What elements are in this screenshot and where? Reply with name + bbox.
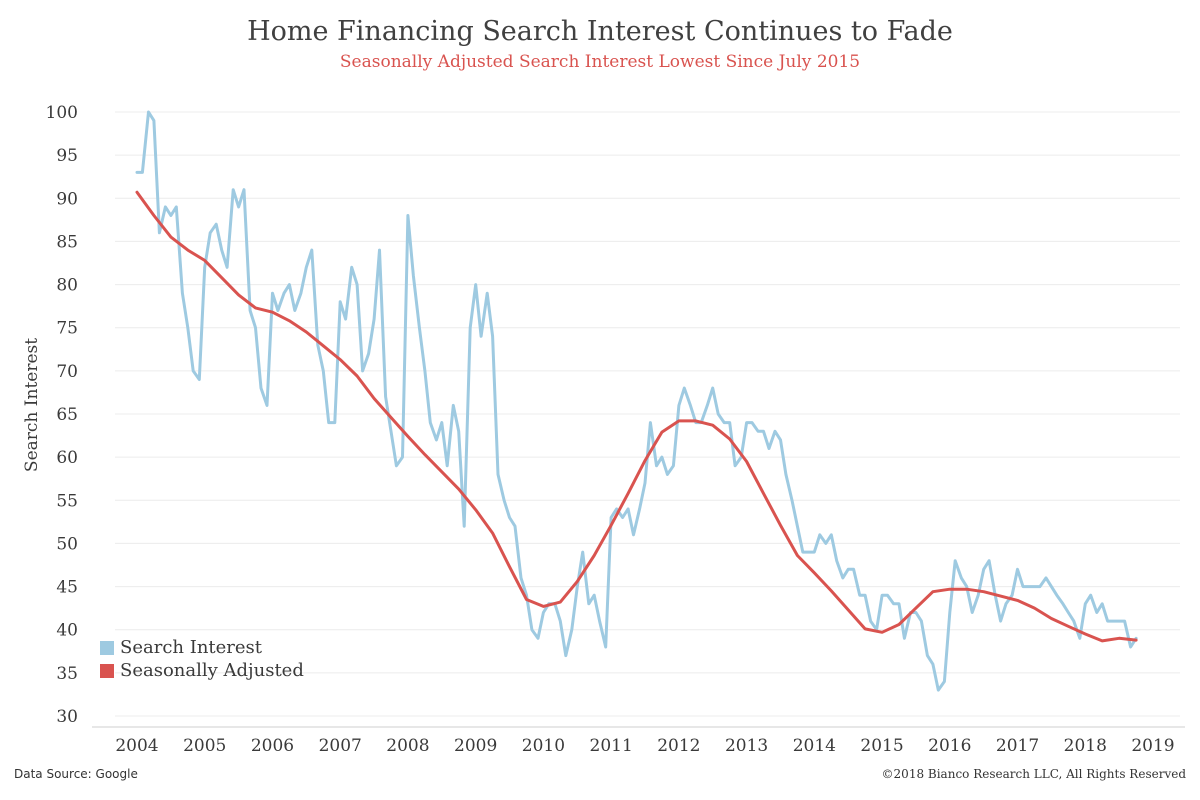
y-tick-label: 95	[56, 146, 78, 166]
y-tick-label: 100	[46, 103, 78, 123]
x-tick-label: 2010	[522, 736, 565, 756]
x-axis-ticks: 2004 2005 2006 2007 2008 2009 2010 2011 2012 2013…	[115, 736, 1174, 756]
x-tick-label: 2016	[928, 736, 971, 756]
y-tick-label: 90	[56, 189, 78, 209]
legend-swatch-seasonally-adjusted	[100, 663, 114, 678]
x-tick-label: 2018	[1064, 736, 1107, 756]
x-tick-label: 2017	[996, 736, 1039, 756]
chart-title: Home Financing Search Interest Continues…	[247, 16, 953, 47]
y-tick-label: 85	[56, 232, 78, 252]
x-tick-label: 2014	[793, 736, 836, 756]
y-tick-label: 55	[56, 491, 78, 511]
legend-swatch-search-interest	[100, 640, 114, 655]
y-tick-label: 75	[56, 319, 78, 339]
y-tick-label: 45	[56, 578, 78, 598]
x-tick-label: 2012	[657, 736, 700, 756]
legend: Search Interest Seasonally Adjusted	[100, 636, 304, 682]
series-lines	[135, 110, 1138, 692]
y-tick-label: 60	[56, 448, 78, 468]
x-tick-label: 2015	[860, 736, 903, 756]
y-tick-label: 70	[56, 362, 78, 382]
x-tick-label: 2019	[1131, 736, 1174, 756]
series-line-seasonally-adjusted	[135, 190, 1138, 643]
y-tick-label: 40	[56, 621, 78, 641]
legend-item-search-interest: Search Interest	[100, 636, 304, 659]
data-source: Data Source: Google	[14, 767, 138, 781]
y-axis-label: Search Interest	[22, 338, 42, 472]
x-tick-label: 2005	[183, 736, 226, 756]
legend-label-search-interest: Search Interest	[120, 637, 263, 658]
y-tick-label: 80	[56, 276, 78, 296]
y-tick-label: 35	[56, 664, 78, 684]
x-tick-label: 2009	[454, 736, 497, 756]
y-axis-ticks: 30 35 40 45 50 55 60 65 70 75 80 85 90 95 100	[46, 103, 78, 727]
x-tick-label: 2011	[590, 736, 633, 756]
y-tick-label: 50	[56, 534, 78, 554]
legend-label-seasonally-adjusted: Seasonally Adjusted	[120, 660, 304, 681]
x-tick-label: 2008	[386, 736, 429, 756]
y-tick-label: 30	[56, 707, 78, 727]
y-tick-label: 65	[56, 405, 78, 425]
chart-subtitle: Seasonally Adjusted Search Interest Lowe…	[339, 52, 861, 72]
series-line-search-interest	[135, 110, 1138, 692]
x-tick-label: 2013	[725, 736, 768, 756]
gridlines	[115, 111, 1180, 717]
x-tick-label: 2004	[115, 736, 158, 756]
legend-item-seasonally-adjusted: Seasonally Adjusted	[100, 659, 304, 682]
copyright: ©2018 Bianco Research LLC, All Rights Re…	[881, 767, 1186, 781]
x-tick-label: 2007	[319, 736, 362, 756]
x-tick-label: 2006	[251, 736, 294, 756]
